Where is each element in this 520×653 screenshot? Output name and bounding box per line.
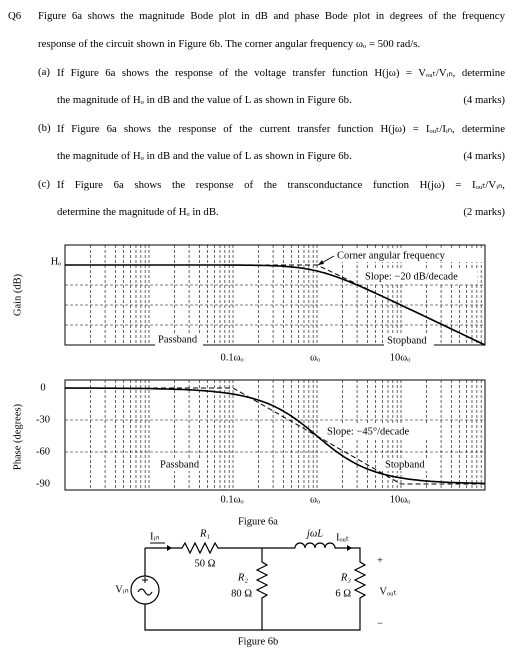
y-label: 0 [40, 382, 45, 393]
source [130, 575, 160, 605]
label: + [377, 555, 383, 566]
y-label: -30 [36, 414, 50, 425]
text-line: If Figure 6a shows the response of the t… [57, 179, 505, 191]
label: R₃ [340, 572, 351, 583]
text-line: Figure 6a shows the magnitude Bode plot … [38, 10, 505, 22]
source-plus [142, 577, 148, 583]
x-label: ωₒ [310, 352, 320, 363]
label: Iₒᵤₜ [336, 532, 349, 543]
arrowhead [318, 260, 324, 265]
question-number: Q6 [8, 10, 22, 22]
x-label: 10ωₒ [390, 494, 410, 505]
note-bg [384, 334, 434, 347]
r2 [255, 548, 269, 630]
note-bg [362, 270, 477, 283]
part-label: (a) [38, 66, 50, 78]
curves [65, 264, 486, 485]
note-bg [324, 425, 430, 438]
x-label: 10ωₒ [390, 352, 410, 363]
phase-asymptote [65, 387, 485, 485]
annotation: Corner angular frequency [337, 250, 446, 261]
label: − [377, 618, 383, 629]
text-line: determine the magnitude of Hₒ in dB. [57, 206, 219, 218]
label: Vᵢₙ [115, 584, 128, 595]
part-label: (c) [38, 178, 50, 190]
label: jωL [305, 528, 323, 539]
y-axis-label: Phase (degrees) [12, 403, 23, 470]
part-label: (b) [38, 122, 51, 134]
x-label: ωₒ [310, 494, 320, 505]
wire-right [144, 542, 367, 631]
y-label: -60 [36, 446, 50, 457]
gain-frame [64, 244, 486, 346]
annotation: Slope: −45°/decade [327, 426, 409, 437]
y-label: -90 [36, 478, 50, 489]
caption: Figure 6a [238, 516, 278, 527]
x-label: 0.1ωₒ [220, 352, 243, 363]
circuit: Iᵢₙ R₁ 50 Ω R₂ 80 Ω jωL Iₒᵤₜ R₃ 6 Ω Vᵢₙ … [115, 528, 396, 647]
arrowhead [347, 545, 352, 551]
y-axis-label: Gain (dB) [12, 273, 23, 316]
source-wave [137, 588, 153, 596]
label: Iᵢₙ [150, 531, 159, 542]
text-line: response of the circuit shown in Figure … [38, 38, 421, 50]
annotation: Passband [158, 334, 198, 345]
phase-curve [65, 387, 485, 485]
text-line: the magnitude of Hₒ in dB and the value … [57, 94, 352, 106]
caption: Figure 6b [238, 636, 279, 647]
wire-r1 [145, 541, 295, 555]
note-bg [155, 333, 203, 346]
gain-asymptote [65, 264, 486, 346]
label: 6 Ω [335, 588, 351, 599]
text-line: the magnitude of Hₒ in dB and the value … [57, 150, 352, 162]
text-line: If Figure 6a shows the response of the c… [57, 123, 505, 135]
label: Vₒᵤₜ [379, 586, 396, 597]
arrowhead [167, 545, 172, 551]
note-bg [382, 458, 432, 471]
label: R₁ [199, 528, 210, 539]
label: 80 Ω [231, 588, 252, 599]
marks: (2 marks) [463, 206, 505, 218]
marks: (4 marks) [463, 94, 505, 106]
annotation: Stopband [387, 335, 427, 346]
annotation: Stopband [385, 459, 425, 470]
label: R₂ [237, 572, 248, 583]
note-bg [334, 249, 484, 262]
marks: (4 marks) [463, 150, 505, 162]
x-label: 0.1ωₒ [220, 494, 243, 505]
phase-frame [64, 379, 486, 491]
annotation: Slope: −20 dB/decade [365, 271, 458, 282]
note-bg [157, 458, 205, 471]
level-label: Hₒ [51, 256, 62, 267]
label: 50 Ω [195, 558, 216, 569]
annotation: Passband [160, 459, 200, 470]
text-line: If Figure 6a shows the response of the v… [57, 67, 505, 79]
